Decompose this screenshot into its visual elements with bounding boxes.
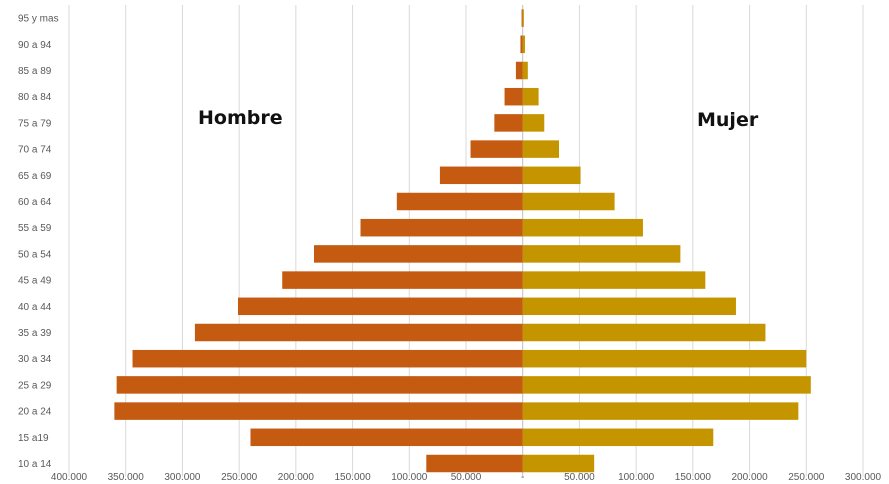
category-label: 85 a 89	[18, 66, 52, 77]
x-tick-label: 250.000	[221, 472, 258, 483]
bar-mujer	[522, 376, 811, 394]
bar-hombre	[396, 192, 523, 211]
x-tick-label: 100.000	[618, 472, 655, 483]
x-tick-label: 100.000	[391, 472, 428, 483]
category-label: 40 a 44	[18, 302, 52, 313]
bar-hombre	[250, 428, 523, 447]
bar-mujer	[522, 140, 560, 158]
bar-mujer	[522, 166, 581, 185]
bar-mujer	[522, 114, 545, 132]
x-tick-label: 50.000	[564, 472, 595, 483]
x-tick-label: 200.000	[731, 472, 768, 483]
category-label: 65 a 69	[18, 171, 52, 182]
category-label: 10 a 14	[18, 459, 52, 470]
bar-hombre	[521, 9, 523, 27]
bar-mujer	[522, 271, 706, 289]
bar-hombre	[314, 245, 523, 263]
bar-hombre	[360, 218, 523, 237]
bar-mujer	[522, 192, 615, 211]
category-label: 60 a 64	[18, 197, 52, 208]
category-label: 80 a 84	[18, 92, 52, 103]
bar-mujer	[522, 87, 539, 106]
x-tick-label: 200.000	[278, 472, 315, 483]
bar-hombre	[132, 349, 523, 368]
category-label: 15 a19	[18, 433, 49, 444]
category-label: 95 y mas	[18, 14, 59, 25]
x-tick-label: 350.000	[108, 472, 145, 483]
series-label-mujer: Mujer	[697, 109, 759, 131]
bar-hombre	[114, 402, 523, 420]
category-label: 50 a 54	[18, 249, 52, 260]
bar-mujer	[522, 218, 643, 237]
bars	[114, 9, 811, 473]
x-tick-label: 250.000	[788, 472, 825, 483]
category-labels: 10 a 14 15 a19 20 a 24 25 a 29 30 a 34 35 a 3…	[18, 14, 59, 470]
bar-mujer	[522, 297, 736, 316]
bar-hombre	[470, 140, 523, 158]
x-tick-label: -	[521, 472, 524, 483]
x-tick-label: 300.000	[845, 472, 882, 483]
bar-hombre	[238, 297, 523, 316]
bar-hombre	[116, 376, 523, 394]
x-tick-label: 150.000	[675, 472, 712, 483]
bar-mujer	[522, 349, 807, 368]
bar-hombre	[515, 61, 523, 80]
bar-mujer	[522, 402, 799, 420]
category-label: 20 a 24	[18, 407, 52, 418]
x-tick-label: 400.000	[51, 472, 88, 483]
x-tick-label: 50.000	[451, 472, 482, 483]
category-label: 30 a 34	[18, 354, 52, 365]
category-label: 45 a 49	[18, 276, 52, 287]
series-label-hombre: Hombre	[198, 107, 283, 129]
category-label: 25 a 29	[18, 380, 52, 391]
bar-mujer	[522, 35, 525, 54]
category-label: 90 a 94	[18, 40, 52, 51]
bar-mujer	[522, 323, 766, 342]
bar-mujer	[522, 61, 528, 80]
bar-mujer	[522, 9, 524, 27]
bar-mujer	[522, 428, 714, 447]
category-label: 75 a 79	[18, 118, 52, 129]
bar-hombre	[194, 323, 523, 342]
x-tick-label: 300.000	[164, 472, 201, 483]
bar-hombre	[439, 166, 523, 185]
category-label: 55 a 59	[18, 223, 52, 234]
gridlines	[68, 5, 864, 477]
x-tick-label: 150.000	[334, 472, 371, 483]
x-tick-labels: 400.000 350.000 300.000 250.000 200.000 150.0…	[51, 472, 882, 483]
bar-hombre	[520, 35, 523, 54]
bar-hombre	[282, 271, 523, 289]
bar-hombre	[426, 454, 523, 473]
bar-mujer	[522, 454, 595, 473]
bar-hombre	[504, 87, 523, 106]
bar-hombre	[494, 114, 523, 132]
bar-mujer	[522, 245, 681, 263]
category-label: 70 a 74	[18, 145, 52, 156]
category-label: 35 a 39	[18, 328, 52, 339]
